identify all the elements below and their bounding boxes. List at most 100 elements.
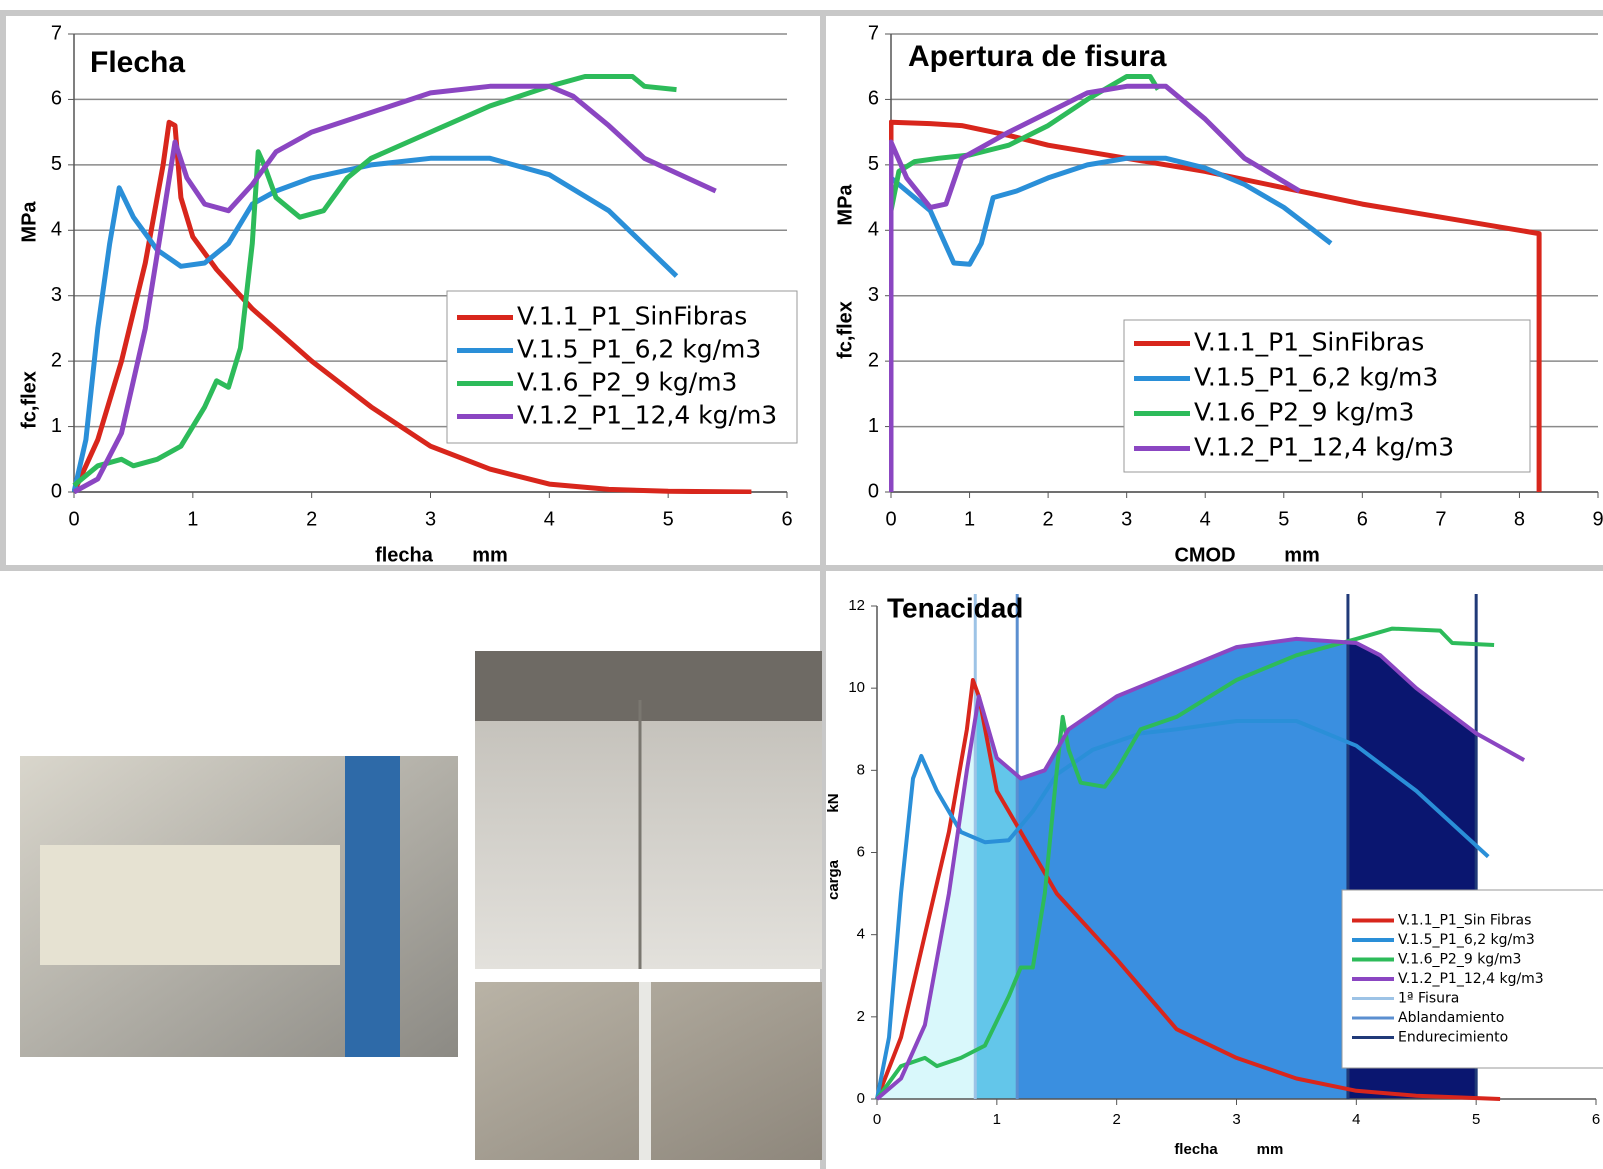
series-line (889, 155, 1333, 492)
legend-label: V.1.5_P1_6,2 kg/m3 (517, 335, 761, 364)
x-tick-label: 3 (1232, 1111, 1240, 1128)
x-tick-label: 4 (1200, 508, 1211, 530)
photo-detail (345, 756, 400, 1057)
legend-label: V.1.5_P1_6,2 kg/m3 (1194, 363, 1438, 392)
y-tick-label: 6 (857, 843, 865, 860)
y-tick-label: 7 (868, 22, 879, 44)
legend-label: 1ª Fisura (1398, 991, 1459, 1007)
y-axis-label: carga (825, 859, 842, 900)
y-tick-label: 6 (51, 88, 62, 110)
y-tick-label: 4 (51, 219, 62, 241)
legend-label: Endurecimiento (1398, 1030, 1508, 1046)
x-axis-label: CMOD (1174, 544, 1235, 566)
y-tick-label: 2 (51, 349, 62, 371)
y-tick-label: 4 (857, 926, 865, 943)
y-tick-label: 5 (868, 153, 879, 175)
panel-frame (820, 10, 1603, 571)
y-tick-label: 5 (51, 153, 62, 175)
chart-title: Flecha (90, 46, 185, 79)
series-line (875, 678, 1501, 1101)
x-tick-label: 8 (1514, 508, 1525, 530)
series-line (72, 119, 752, 494)
chart: 0 1 2 3 4 5 6 7 0 1 2 3 4 5 6 7 8 9 Apertura de fisura CMOD… (834, 22, 1603, 566)
x-tick-label: 6 (1357, 508, 1368, 530)
legend: V.1.1_P1_SinFibras V.1.5_P1_6,2 kg/m3 V.1.… (1123, 319, 1531, 473)
x-tick-label: 7 (1435, 508, 1446, 530)
x-axis-unit: mm (1257, 1141, 1284, 1158)
x-tick-label: 1 (993, 1111, 1001, 1128)
legend-box (1123, 319, 1531, 473)
y-tick-label: 4 (868, 219, 879, 241)
x-tick-label: 6 (1592, 1111, 1600, 1128)
y-axis-label: fc,flex (834, 301, 856, 359)
legend-label: V.1.6_P2_9 kg/m3 (1194, 398, 1414, 427)
y-axis-unit: MPa (18, 201, 40, 243)
y-tick-label: 3 (868, 284, 879, 306)
legend-label: V.1.1_P1_Sin Fibras (1398, 913, 1531, 929)
y-tick-label: 3 (51, 284, 62, 306)
x-tick-label: 3 (1121, 508, 1132, 530)
x-tick-label: 0 (68, 508, 79, 530)
y-tick-label: 0 (51, 480, 62, 502)
x-tick-label: 1 (187, 508, 198, 530)
y-tick-label: 1 (868, 415, 879, 437)
legend-label: V.1.2_P1_12,4 kg/m3 (1398, 971, 1544, 987)
legend-label: V.1.6_P2_9 kg/m3 (517, 368, 737, 397)
series-line (889, 74, 1161, 492)
y-axis-label: fc,flex (18, 371, 40, 429)
y-axis-unit: kN (825, 793, 842, 812)
x-tick-label: 4 (1352, 1111, 1360, 1128)
legend: V.1.1_P1_Sin Fibras V.1.5_P1_6,2 kg/m3 V.1… (1341, 889, 1603, 1069)
region (1017, 638, 1348, 1099)
chart-title: Tenacidad (887, 592, 1023, 623)
x-axis-label: flecha (1174, 1141, 1218, 1158)
photos (20, 651, 822, 1160)
x-tick-label: 5 (1278, 508, 1289, 530)
y-tick-label: 0 (868, 480, 879, 502)
chart: 0 1 2 3 4 5 6 7 0 1 2 3 4 5 6 Flecha flecha mm fc,flex MPa V… (18, 22, 798, 566)
legend-label: V.1.2_P1_12,4 kg/m3 (1194, 433, 1454, 462)
y-tick-label: 0 (857, 1090, 865, 1107)
chart-title: Apertura de fisura (908, 40, 1167, 73)
x-tick-label: 3 (425, 508, 436, 530)
x-axis-unit: mm (1284, 544, 1320, 566)
y-tick-label: 6 (868, 88, 879, 110)
series-line (72, 83, 717, 494)
y-tick-label: 8 (857, 761, 865, 778)
x-tick-label: 5 (663, 508, 674, 530)
series-line (875, 626, 1495, 1101)
y-tick-label: 2 (857, 1008, 865, 1025)
x-tick-label: 1 (964, 508, 975, 530)
x-axis-unit: mm (472, 544, 508, 566)
y-axis-unit: MPa (834, 184, 856, 226)
x-tick-label: 2 (306, 508, 317, 530)
legend-label: V.1.2_P1_12,4 kg/m3 (517, 401, 777, 430)
x-tick-label: 0 (885, 508, 896, 530)
photo-detail (475, 651, 822, 721)
y-tick-label: 2 (868, 349, 879, 371)
x-tick-label: 9 (1592, 508, 1603, 530)
y-tick-label: 12 (848, 597, 865, 614)
legend-label: Ablandamiento (1398, 1010, 1504, 1026)
photo-detail (40, 845, 340, 965)
legend-label: V.1.6_P2_9 kg/m3 (1398, 952, 1521, 968)
y-tick-label: 10 (848, 679, 865, 696)
y-tick-label: 7 (51, 22, 62, 44)
legend: V.1.1_P1_SinFibras V.1.5_P1_6,2 kg/m3 V.1.… (446, 290, 798, 444)
x-tick-label: 2 (1043, 508, 1054, 530)
series-line (889, 83, 1301, 492)
x-axis-label: flecha (375, 544, 434, 566)
series-line (875, 719, 1490, 1100)
y-tick-label: 1 (51, 415, 62, 437)
x-tick-label: 5 (1472, 1111, 1480, 1128)
x-tick-label: 2 (1112, 1111, 1120, 1128)
panel-frames (0, 10, 1603, 1169)
x-tick-label: 4 (544, 508, 555, 530)
legend-label: V.1.1_P1_SinFibras (517, 302, 747, 331)
legend-label: V.1.5_P1_6,2 kg/m3 (1398, 932, 1535, 948)
series-line (875, 636, 1526, 1101)
legend-label: V.1.1_P1_SinFibras (1194, 328, 1424, 357)
series-line (72, 155, 679, 493)
